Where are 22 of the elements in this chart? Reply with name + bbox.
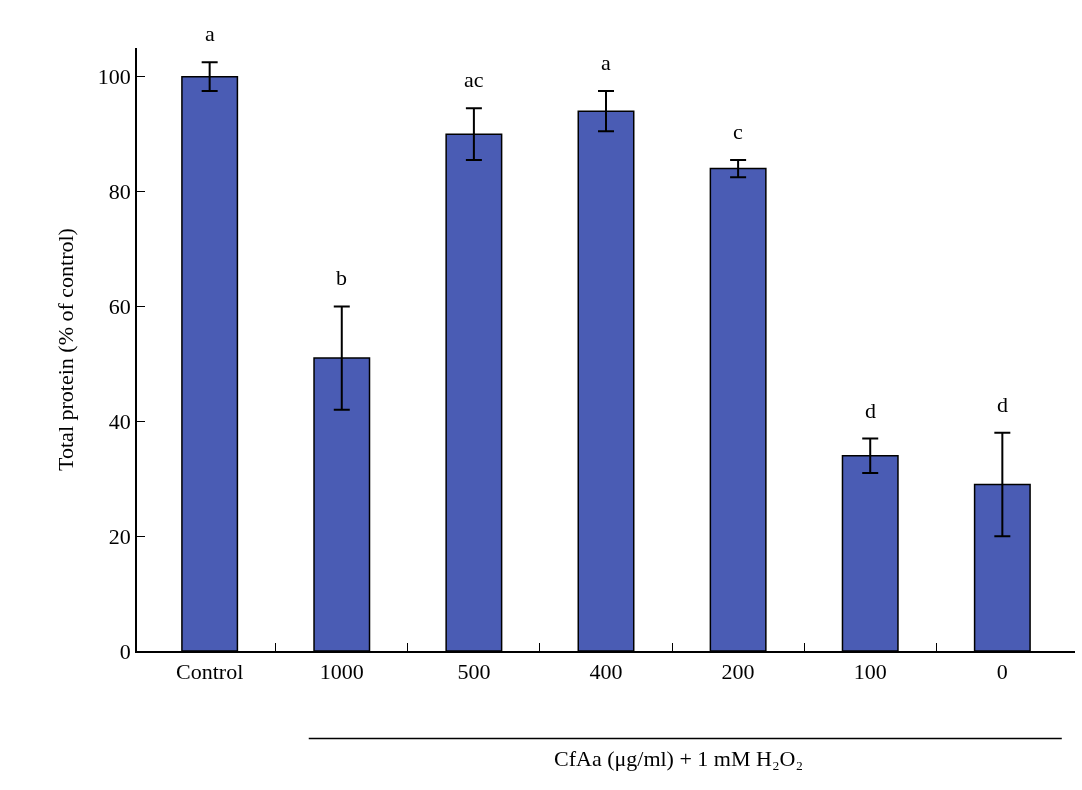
y-tick-label: 100 — [97, 64, 131, 90]
x-tick-label: 200 — [721, 659, 755, 685]
x-tick-label: 1000 — [319, 659, 364, 685]
annotation: a — [601, 50, 611, 75]
annotation: b — [336, 265, 347, 290]
y-tick-label: 40 — [108, 408, 131, 434]
y-axis-title: Total protein (% of control) — [53, 228, 79, 471]
y-tick-label: 80 — [108, 179, 131, 205]
x-tick-label: Control — [176, 659, 244, 685]
annotation: c — [733, 119, 743, 144]
y-tick-label: 0 — [119, 638, 131, 664]
annotation: ac — [464, 67, 484, 92]
text: a — [205, 21, 215, 46]
x-tick-label: 500 — [457, 659, 491, 685]
y-tick-label: 60 — [108, 294, 131, 320]
x-tick-label: 100 — [853, 659, 887, 685]
x-tick-label: 400 — [589, 659, 623, 685]
annotation: d — [865, 398, 876, 423]
x-axis-title: CfAa (μg/ml) + 1 mM H₂O₂ — [554, 746, 804, 771]
y-tick-label: 20 — [108, 523, 131, 549]
x-tick-label: 0 — [996, 659, 1008, 685]
annotation: d — [997, 392, 1008, 417]
